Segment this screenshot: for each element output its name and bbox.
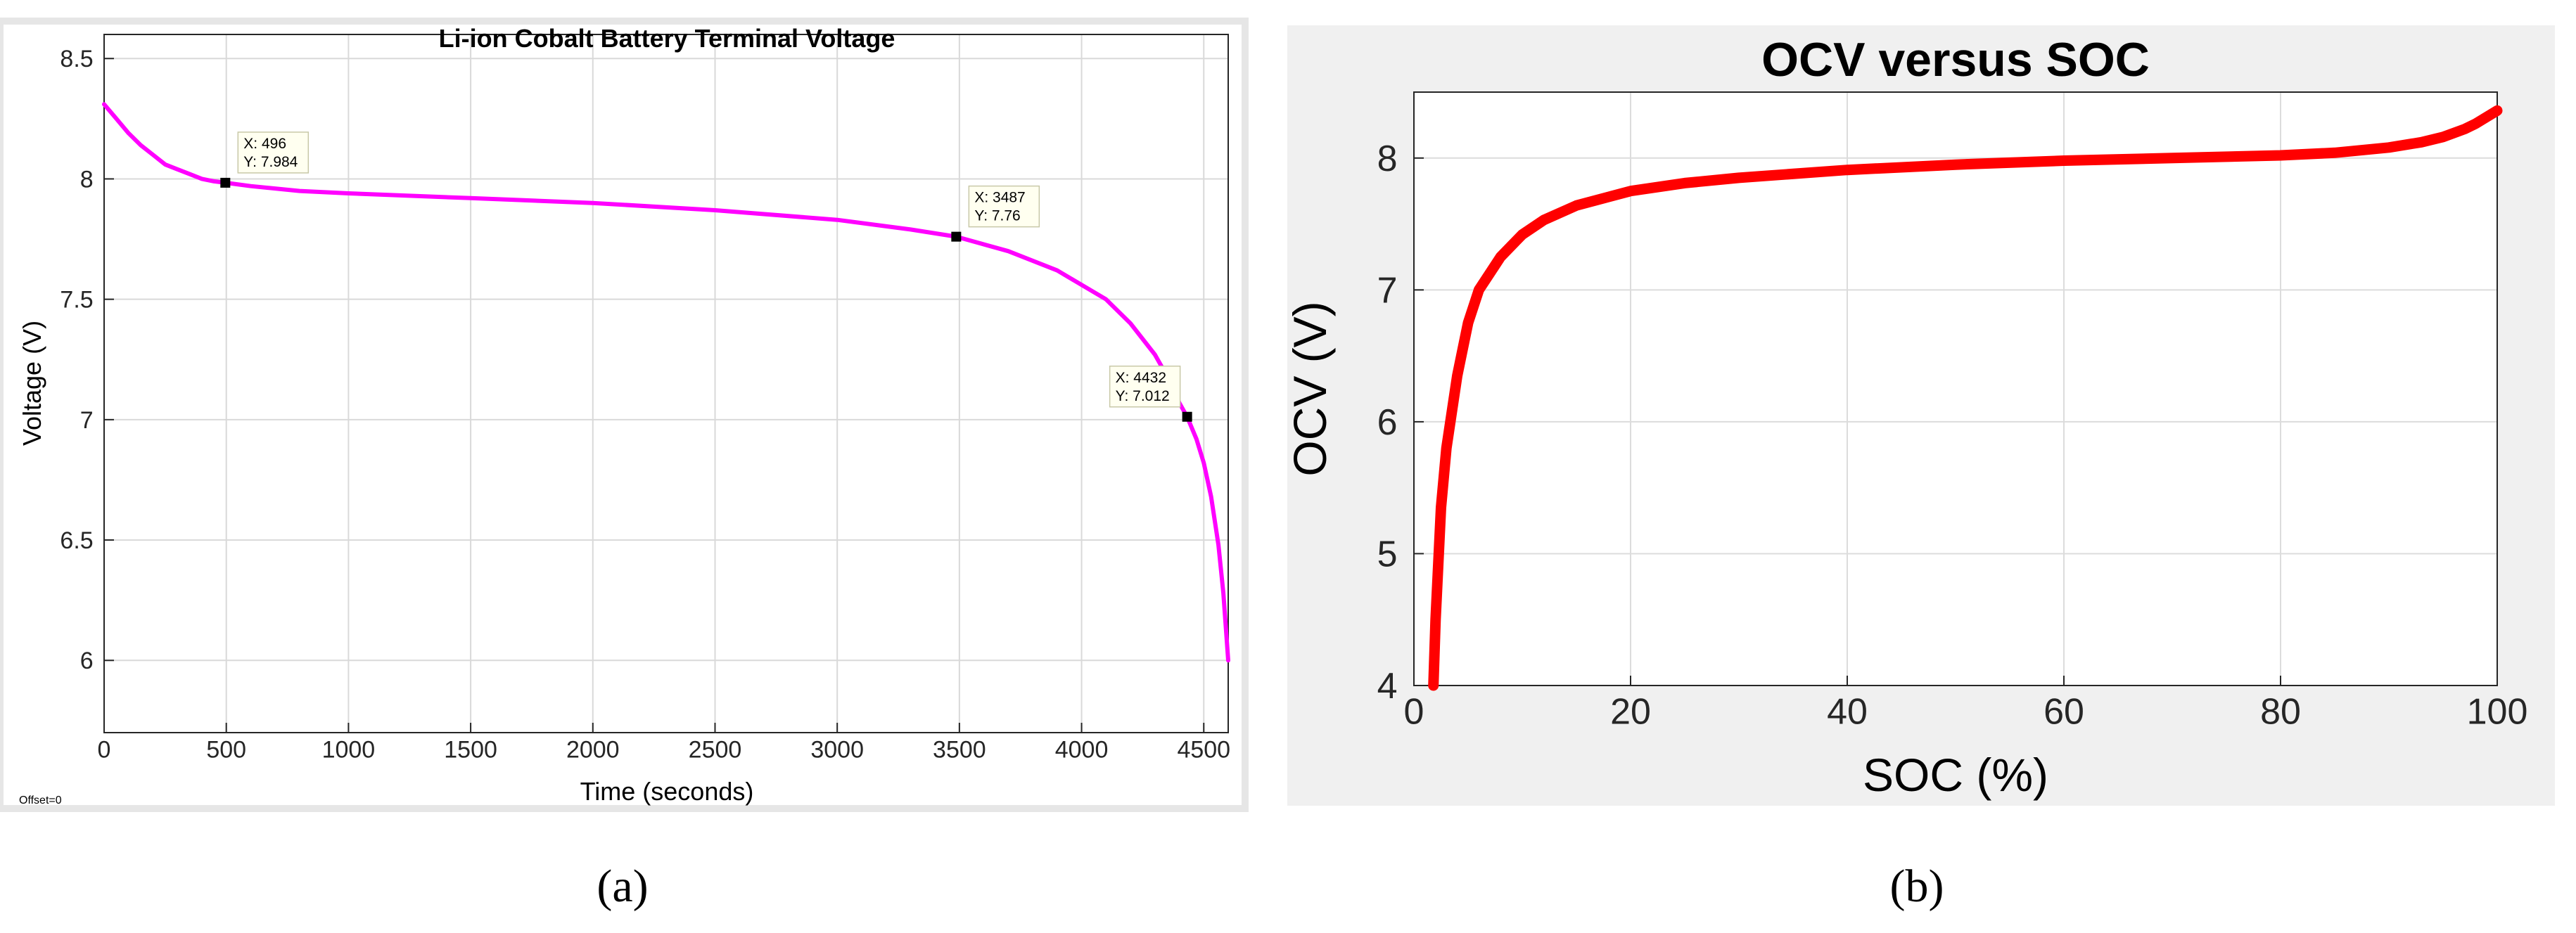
x-tick-label: 3500 [933,737,986,764]
y-tick-label: 7 [1377,271,1398,311]
datatip-y: Y: 7.012 [1116,388,1170,404]
offset-note: Offset=0 [19,794,62,806]
datatip-x: X: 496 [243,136,286,152]
chart-title: OCV versus SOC [1761,33,2150,86]
y-tick-label: 8 [1377,139,1398,179]
datatip-x: X: 4432 [1116,370,1166,386]
x-tick-label: 80 [2260,692,2301,733]
x-tick-label: 4000 [1055,737,1109,764]
x-tick-label: 0 [98,737,111,764]
y-tick-label: 5 [1377,534,1398,575]
x-tick-label: 500 [206,737,246,764]
y-tick-label: 8 [80,166,94,193]
y-tick-label: 6 [80,648,94,674]
datatip-box [1109,366,1181,408]
data-point-marker [220,177,231,188]
data-point-marker [951,231,962,242]
x-tick-label: 3000 [810,737,864,764]
x-tick-label: 60 [2043,692,2084,733]
x-tick-label: 2000 [566,737,620,764]
x-tick-label: 20 [1610,692,1651,733]
y-axis-label: Voltage (V) [18,321,46,446]
panel-label: (b) [1890,861,1944,912]
plot-area [1414,92,2497,686]
panel-label: (a) [597,861,648,912]
datatip-y: Y: 7.984 [243,154,298,170]
series-line [102,102,1230,663]
series-line [1428,105,2503,691]
datatip-x: X: 3487 [974,190,1025,206]
axes-box [1413,91,2498,686]
x-tick-label: 4500 [1177,737,1230,764]
chart-b-ocv-vs-soc: 0 20 40 60 80 100 4 5 6 7 8 OCV versus SOC SOC (%) OC… [1284,25,2555,912]
x-tick-label: 2500 [689,737,742,764]
y-tick-label: 7.5 [60,287,93,314]
datatip-box [968,185,1040,228]
datatip-y: Y: 7.76 [974,208,1020,224]
y-tick-label: 6 [1377,402,1398,443]
data-point-marker [1182,411,1192,422]
x-tick-label: 100 [2467,692,2528,733]
axes-box [103,34,1229,733]
x-tick-label: 40 [1827,692,1868,733]
y-tick-label: 4 [1377,666,1398,707]
y-tick-label: 8.5 [60,46,93,72]
chart-a-voltage-vs-time: 0 500 1000 1500 2000 2500 3000 3500 4000 4500 6 6.5… [0,18,1249,912]
y-tick-label: 7 [80,407,94,434]
x-axis-label: SOC (%) [1863,749,2048,801]
x-tick-label: 0 [1404,692,1424,733]
datatip-box [237,131,310,174]
chart-title: Li-ion Cobalt Battery Terminal Voltage [439,24,895,53]
y-tick-label: 6.5 [60,527,93,554]
x-axis-label: Time (seconds) [580,777,754,806]
x-tick-label: 1000 [322,737,376,764]
y-axis-label: OCV (V) [1284,301,1336,476]
x-tick-label: 1500 [444,737,497,764]
